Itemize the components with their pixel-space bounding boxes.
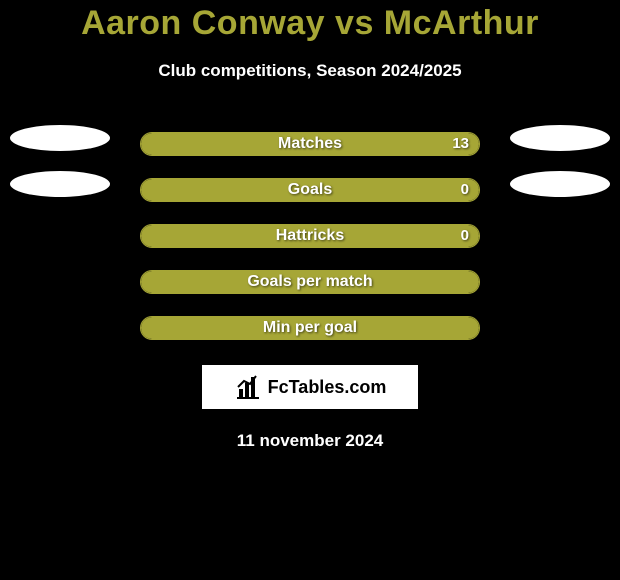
- stat-bar: Goals0: [140, 178, 480, 202]
- date-text: 11 november 2024: [0, 431, 620, 451]
- left-ellipse: [10, 125, 110, 151]
- left-ellipse: [10, 171, 110, 197]
- right-ellipse: [510, 171, 610, 197]
- infographic-container: Aaron Conway vs McArthur Club competitio…: [0, 0, 620, 451]
- chart-icon: [234, 373, 262, 401]
- stat-bar: Hattricks0: [140, 224, 480, 248]
- stat-row: Min per goal: [0, 305, 620, 351]
- stat-label: Hattricks: [141, 225, 479, 247]
- stat-label: Min per goal: [141, 317, 479, 339]
- stats-area: Matches13Goals0Hattricks0Goals per match…: [0, 121, 620, 351]
- stat-label: Matches: [141, 133, 479, 155]
- stat-bar: Matches13: [140, 132, 480, 156]
- stat-value: 13: [452, 133, 469, 155]
- stat-label: Goals: [141, 179, 479, 201]
- stat-value: 0: [461, 225, 469, 247]
- stat-row: Hattricks0: [0, 213, 620, 259]
- stat-bar: Min per goal: [140, 316, 480, 340]
- stat-bar: Goals per match: [140, 270, 480, 294]
- stat-row: Goals0: [0, 167, 620, 213]
- stat-row: Goals per match: [0, 259, 620, 305]
- brand-text: FcTables.com: [268, 377, 387, 398]
- page-title: Aaron Conway vs McArthur: [0, 4, 620, 43]
- stat-value: 0: [461, 179, 469, 201]
- stat-row: Matches13: [0, 121, 620, 167]
- stat-label: Goals per match: [141, 271, 479, 293]
- page-subtitle: Club competitions, Season 2024/2025: [0, 61, 620, 81]
- brand-badge: FcTables.com: [202, 365, 418, 409]
- right-ellipse: [510, 125, 610, 151]
